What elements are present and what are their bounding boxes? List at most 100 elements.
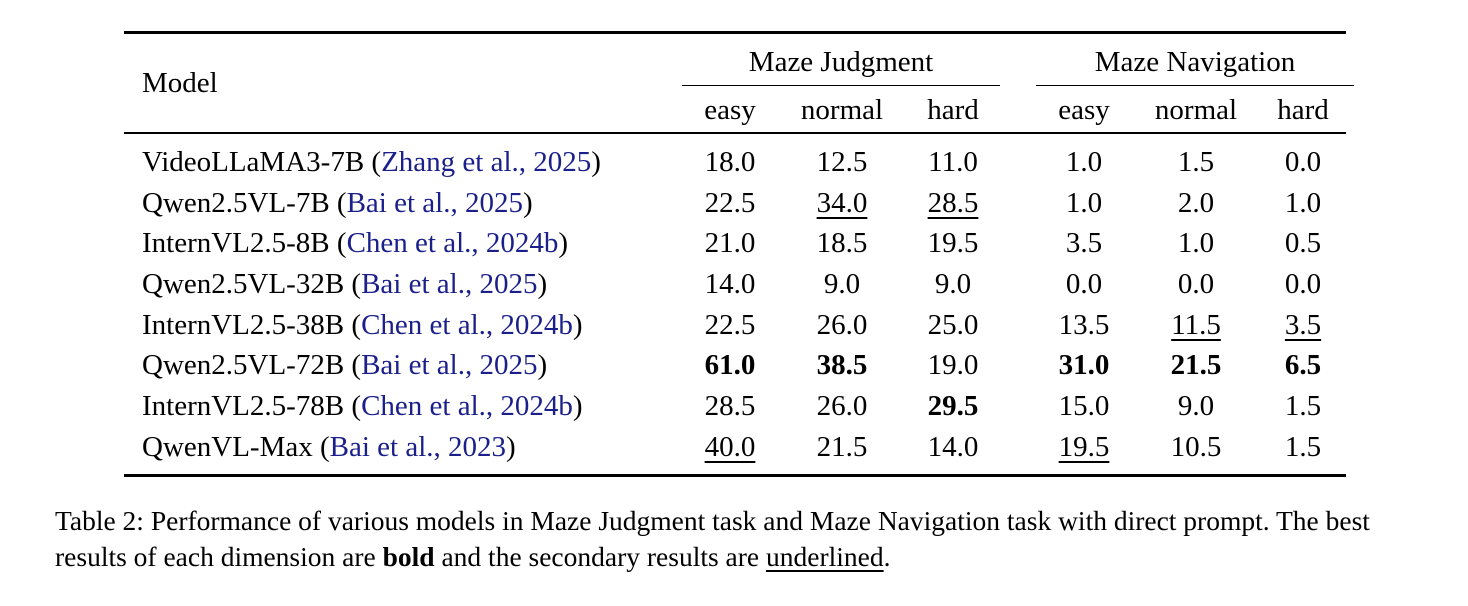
model-cell: QwenVL-Max (Bai et al., 2023)	[124, 427, 682, 475]
model-name: QwenVL-Max	[142, 430, 313, 463]
value-text: 1.0	[1284, 186, 1322, 219]
subheader-judgment-hard: hard	[927, 93, 979, 126]
value-text: 1.0	[1065, 186, 1103, 219]
value-cell: 13.5	[1036, 305, 1132, 346]
group-title-maze-navigation: Maze Navigation	[1036, 46, 1354, 86]
citation-open-paren: (	[312, 430, 330, 463]
table-row: Qwen2.5VL-7B (Bai et al., 2025) 22.5 34.0 2…	[124, 183, 1346, 224]
value-text: 26.0	[816, 308, 868, 341]
results-table: Model Maze Judgment Maze Navigation easy…	[124, 31, 1354, 477]
citation-open-paren: (	[329, 227, 347, 260]
table-row: InternVL2.5-38B (Chen et al., 2024b) 22.5…	[124, 305, 1346, 346]
value-cell: 10.5	[1132, 427, 1260, 475]
table-row: InternVL2.5-78B (Chen et al., 2024b) 28.5…	[124, 386, 1346, 427]
value-cell: 31.0	[1036, 345, 1132, 386]
model-cell: InternVL2.5-78B (Chen et al., 2024b)	[124, 386, 682, 427]
model-cell: Qwen2.5VL-7B (Bai et al., 2025)	[124, 183, 682, 224]
value-text: 21.0	[704, 227, 756, 260]
value-cell: 6.5	[1260, 345, 1346, 386]
subheader-judgment-normal: normal	[800, 93, 884, 126]
value-text: 61.0	[704, 349, 756, 382]
value-text: 18.5	[816, 227, 868, 260]
value-cell: 22.5	[682, 183, 778, 224]
value-cell: 0.0	[1132, 264, 1260, 305]
value-cell: 0.0	[1036, 264, 1132, 305]
value-text: 34.0	[816, 186, 868, 219]
value-text: 0.5	[1284, 227, 1322, 260]
value-text: 10.5	[1170, 430, 1222, 463]
model-name: InternVL2.5-78B	[142, 389, 345, 422]
table-row: Qwen2.5VL-32B (Bai et al., 2025) 14.0 9.0 9…	[124, 264, 1346, 305]
value-text: 3.5	[1284, 308, 1322, 341]
citation-link[interactable]: Chen et al., 2024b	[346, 227, 559, 260]
model-cell: InternVL2.5-8B (Chen et al., 2024b)	[124, 223, 682, 264]
table-row: InternVL2.5-8B (Chen et al., 2024b) 21.0 1…	[124, 223, 1346, 264]
value-text: 0.0	[1284, 145, 1322, 178]
value-text: 22.5	[704, 186, 756, 219]
citation-link[interactable]: Chen et al., 2024b	[361, 308, 573, 341]
value-text: 6.5	[1284, 349, 1322, 382]
value-cell: 9.0	[906, 264, 1000, 305]
value-cell: 1.0	[1260, 183, 1346, 224]
citation-open-paren: (	[344, 267, 362, 300]
citation-close-paren: )	[537, 349, 548, 382]
citation-link[interactable]: Chen et al., 2024b	[361, 389, 573, 422]
value-text: 38.5	[816, 349, 868, 382]
citation-link[interactable]: Zhang et al., 2025	[381, 145, 592, 178]
value-cell: 1.5	[1132, 133, 1260, 183]
results-table-container: Model Maze Judgment Maze Navigation easy…	[124, 31, 1354, 477]
citation-close-paren: )	[591, 145, 601, 178]
citation-open-paren: (	[344, 349, 362, 382]
value-cell: 18.5	[778, 223, 906, 264]
value-text: 9.0	[823, 267, 861, 300]
value-text: 12.5	[816, 145, 868, 178]
value-text: 1.5	[1284, 430, 1322, 463]
group-title-maze-judgment: Maze Judgment	[682, 46, 1000, 86]
caption-bold-word: bold	[382, 541, 435, 572]
value-cell: 25.0	[906, 305, 1000, 346]
value-text: 3.5	[1065, 227, 1103, 260]
citation-open-paren: (	[344, 389, 362, 422]
value-text: 1.0	[1177, 227, 1215, 260]
citation-close-paren: )	[572, 308, 583, 341]
value-cell: 26.0	[778, 305, 906, 346]
value-text: 21.5	[816, 430, 868, 463]
caption-text-3: .	[883, 541, 891, 572]
value-text: 22.5	[704, 308, 756, 341]
value-text: 28.5	[704, 389, 756, 422]
model-cell: VideoLLaMA3-7B (Zhang et al., 2025)	[124, 133, 682, 183]
value-cell: 28.5	[682, 386, 778, 427]
value-cell: 29.5	[906, 386, 1000, 427]
group-header-maze-judgment: Maze Judgment	[682, 33, 1000, 89]
value-text: 29.5	[927, 389, 979, 422]
value-cell: 9.0	[1132, 386, 1260, 427]
citation-link[interactable]: Bai et al., 2025	[346, 186, 523, 219]
subheader-navigation-easy: easy	[1058, 93, 1110, 126]
value-cell: 2.0	[1132, 183, 1260, 224]
citation-link[interactable]: Bai et al., 2025	[361, 267, 538, 300]
model-cell: InternVL2.5-38B (Chen et al., 2024b)	[124, 305, 682, 346]
citation-link[interactable]: Bai et al., 2023	[329, 430, 507, 463]
value-text: 14.0	[704, 267, 756, 300]
citation-open-paren: (	[344, 308, 362, 341]
subheader-judgment-easy: easy	[704, 93, 756, 126]
subheader-navigation-hard: hard	[1277, 93, 1329, 126]
value-text: 18.0	[704, 145, 756, 178]
subheader-navigation-normal: normal	[1154, 93, 1238, 126]
group-header-maze-navigation: Maze Navigation	[1036, 33, 1354, 89]
citation-close-paren: )	[537, 267, 548, 300]
value-cell: 1.0	[1036, 133, 1132, 183]
caption-text-1: Table 2: Performance of various models i…	[55, 505, 1370, 572]
value-text: 31.0	[1058, 349, 1110, 382]
value-cell: 0.0	[1260, 133, 1346, 183]
value-text: 28.5	[927, 186, 979, 219]
citation-link[interactable]: Bai et al., 2025	[361, 349, 538, 382]
value-cell: 26.0	[778, 386, 906, 427]
header-row-groups: Model Maze Judgment Maze Navigation	[124, 32, 1354, 99]
value-cell: 28.5	[906, 183, 1000, 224]
value-cell: 15.0	[1036, 386, 1132, 427]
value-cell: 3.5	[1260, 305, 1346, 346]
value-cell: 14.0	[682, 264, 778, 305]
value-text: 21.5	[1170, 349, 1222, 382]
value-text: 1.5	[1177, 145, 1215, 178]
